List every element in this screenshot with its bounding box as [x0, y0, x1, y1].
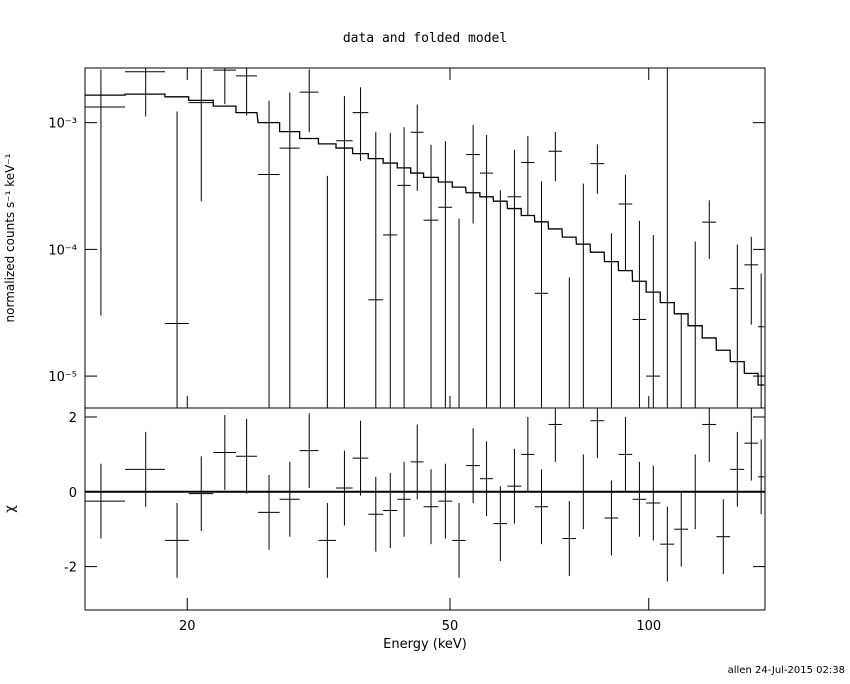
chart-title: data and folded model — [343, 31, 507, 46]
y-tick-label: 10⁻³ — [48, 117, 77, 132]
x-axis-label: Energy (keV) — [383, 637, 467, 652]
x-tick-label: 100 — [636, 619, 661, 634]
y-tick-label: 10⁻⁵ — [48, 370, 77, 385]
y-tick-label: -2 — [64, 561, 77, 576]
x-tick-label: 20 — [179, 619, 196, 634]
frame — [84, 67, 766, 611]
y-tick-label: 2 — [69, 411, 77, 426]
footer: allen 24-Jul-2015 02:38 — [728, 665, 845, 676]
model-line — [85, 93, 765, 386]
plot-area — [85, 68, 765, 408]
y-tick-label: 0 — [69, 486, 77, 501]
y-tick-label: 10⁻⁴ — [48, 243, 77, 258]
y-axis-label: χ — [3, 505, 18, 513]
y-axis-label: normalized counts s⁻¹ keV⁻¹ — [3, 153, 17, 322]
x-tick-label: 50 — [442, 619, 459, 634]
plot-area — [85, 408, 765, 582]
